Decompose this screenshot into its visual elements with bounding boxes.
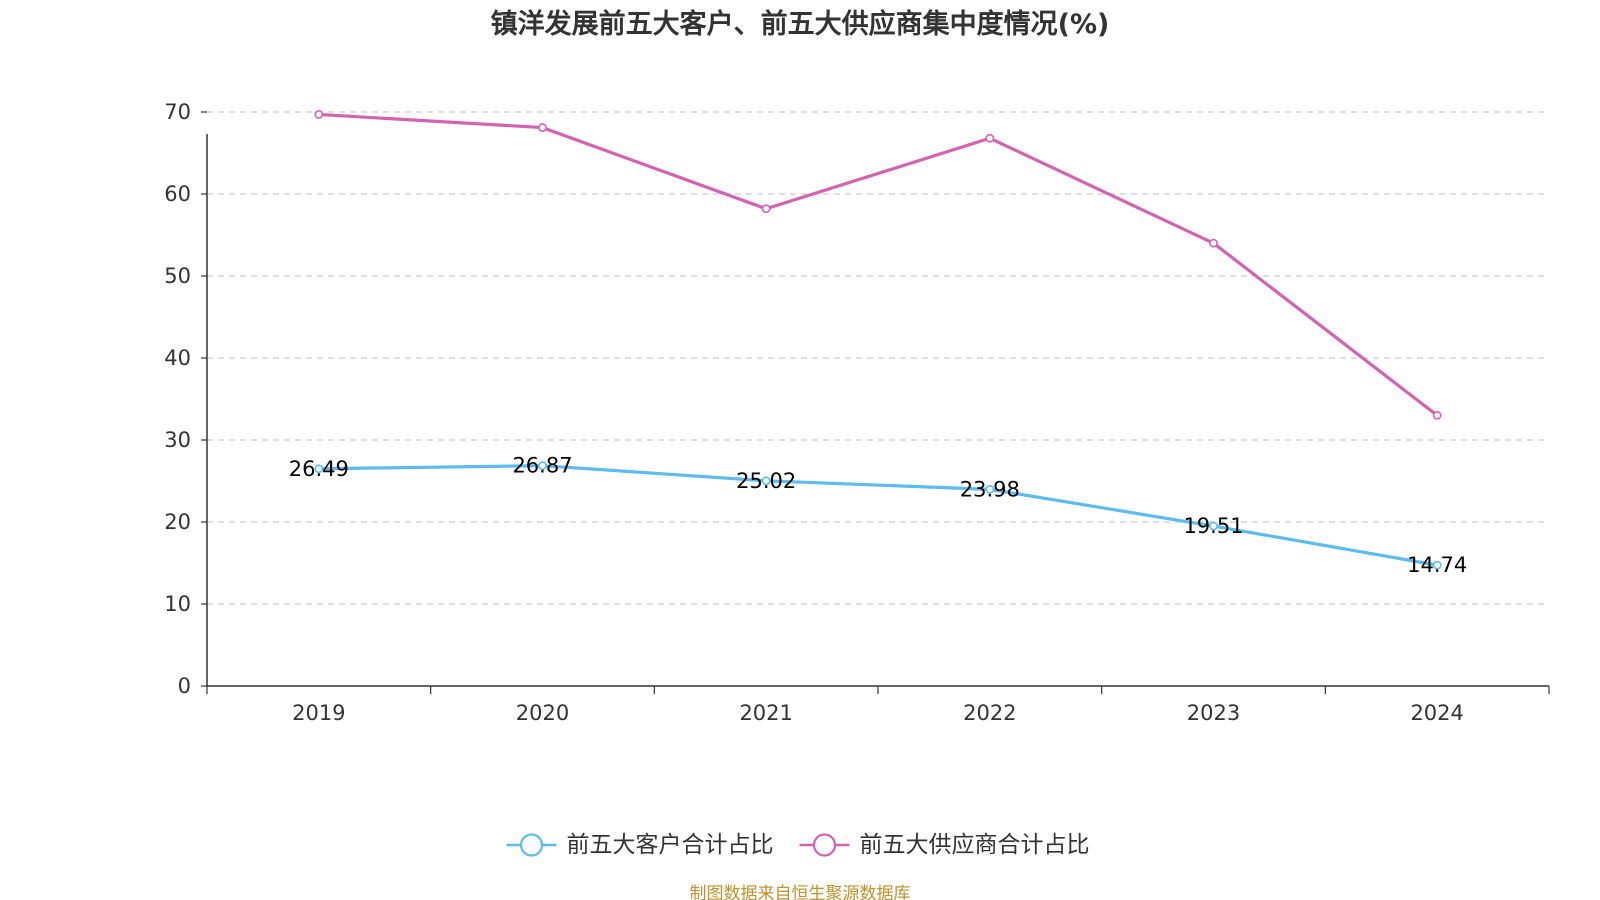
y-tick-label: 40 (164, 346, 191, 370)
series-line (317, 464, 1439, 567)
x-tick-label: 2024 (1410, 701, 1463, 725)
y-tick-label: 50 (164, 264, 191, 288)
data-point[interactable] (761, 476, 771, 486)
y-tick-label: 10 (164, 592, 191, 616)
data-point[interactable] (314, 464, 324, 474)
data-label: 26.49 (289, 457, 349, 481)
data-label: 23.98 (960, 477, 1020, 501)
y-tick-label: 20 (164, 510, 191, 534)
legend[interactable]: 前五大客户合计占比 前五大供应商合计占比 (506, 832, 1090, 858)
data-point[interactable] (1432, 560, 1442, 570)
legend-marker-icon (812, 833, 837, 857)
data-labels: 26.49 26.87 25.02 23.98 19.51 14.74 (289, 454, 1467, 577)
data-point[interactable] (538, 123, 547, 132)
x-tick-label: 2021 (739, 701, 792, 725)
data-point[interactable] (1209, 238, 1218, 248)
axes: 0 10 20 30 40 50 60 70 2019 2020 2021 2022 2023 2024 (164, 100, 1550, 725)
y-tick-label: 70 (164, 100, 191, 124)
data-point[interactable] (1209, 521, 1218, 531)
data-point[interactable] (1432, 410, 1442, 420)
data-point[interactable] (761, 204, 771, 214)
y-tick-label: 60 (164, 182, 191, 206)
legend-item[interactable]: 前五大客户合计占比 (506, 832, 774, 858)
legend-item[interactable]: 前五大供应商合计占比 (799, 832, 1090, 858)
data-point[interactable] (985, 133, 995, 143)
data-label: 14.74 (1407, 553, 1467, 577)
source-note: 制图数据来自恒生聚源数据库 (690, 884, 911, 900)
y-tick-label: 0 (178, 674, 191, 698)
legend-label: 前五大供应商合计占比 (860, 832, 1090, 858)
x-tick-label: 2019 (292, 701, 345, 725)
chart-title: 镇洋发展前五大客户、前五大供应商集中度情况(%) (491, 8, 1110, 40)
data-label: 25.02 (736, 469, 796, 493)
y-tick-label: 30 (164, 428, 191, 452)
x-tick-label: 2020 (516, 701, 569, 725)
legend-marker-icon (519, 833, 544, 857)
x-tick-label: 2022 (963, 701, 1016, 725)
data-point[interactable] (538, 461, 547, 471)
data-point[interactable] (985, 484, 995, 494)
legend-label: 前五大客户合计占比 (567, 832, 774, 858)
series-line (317, 112, 1439, 417)
series-group (314, 110, 1442, 570)
x-tick-label: 2023 (1187, 701, 1240, 725)
data-label: 19.51 (1183, 514, 1243, 538)
grid-lines (207, 111, 1549, 605)
data-point[interactable] (314, 110, 324, 119)
data-label: 26.87 (512, 454, 572, 478)
